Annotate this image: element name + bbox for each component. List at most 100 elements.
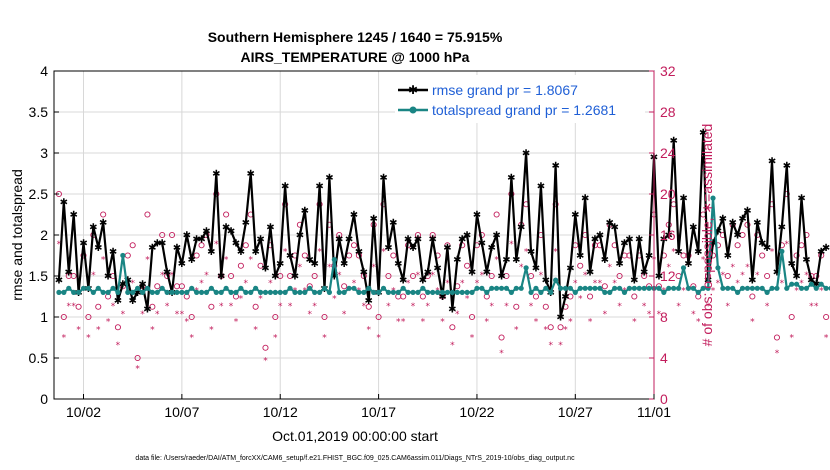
legend-totalspread-label: totalspread grand pr = 1.2681 bbox=[432, 102, 616, 118]
obs-possible-marker bbox=[532, 293, 540, 300]
totalspread-point bbox=[690, 285, 696, 291]
rmse-point: ✱ bbox=[315, 181, 323, 192]
totalspread-point bbox=[208, 285, 214, 291]
rmse-point: ✱ bbox=[699, 128, 707, 139]
obs-assimilated-marker: * bbox=[598, 279, 603, 289]
totalspread-point bbox=[631, 285, 637, 291]
obs-assimilated-marker: * bbox=[239, 294, 244, 304]
right-axis-tick-label: 24 bbox=[660, 145, 676, 161]
obs-assimilated-marker: * bbox=[244, 279, 249, 289]
totalspread-point bbox=[582, 285, 588, 291]
totalspread-point bbox=[813, 285, 819, 291]
totalspread-point bbox=[351, 285, 357, 291]
totalspread-point bbox=[356, 289, 362, 295]
totalspread-point bbox=[85, 285, 92, 291]
rmse-point: ✱ bbox=[89, 222, 97, 233]
totalspread-point bbox=[179, 289, 185, 295]
right-y-axis: 0 4 8 12 16 20 24 28 32 bbox=[649, 63, 676, 407]
obs-possible-marker bbox=[557, 324, 564, 331]
rmse-point: ✱ bbox=[360, 267, 368, 278]
obs-assimilated-marker: * bbox=[785, 240, 790, 250]
obs-possible-marker bbox=[793, 252, 800, 259]
totalspread-point bbox=[228, 289, 234, 295]
rmse-line bbox=[57, 131, 827, 319]
totalspread-point bbox=[66, 285, 72, 291]
rmse-point: ✱ bbox=[414, 235, 422, 246]
rmse-point: ✱ bbox=[178, 259, 186, 270]
obs-assimilated-marker: * bbox=[219, 302, 224, 312]
rmse-point: ✱ bbox=[502, 255, 510, 266]
obs-assimilated-marker: * bbox=[480, 271, 485, 281]
obs-assimilated-marker: * bbox=[426, 302, 431, 312]
totalspread-point bbox=[130, 289, 136, 295]
rmse-point: ✱ bbox=[158, 239, 166, 250]
left-axis-tick-label: 4 bbox=[40, 63, 48, 79]
totalspread-point bbox=[671, 285, 677, 291]
obs-possible-marker bbox=[493, 211, 500, 218]
rmse-point: ✱ bbox=[310, 259, 318, 270]
totalspread-point bbox=[735, 289, 741, 295]
rmse-point: ✱ bbox=[640, 267, 648, 278]
totalspread-point bbox=[223, 285, 229, 291]
obs-assimilated-marker: * bbox=[258, 294, 263, 304]
rmse-point: ✱ bbox=[665, 231, 673, 242]
rmse-point: ✱ bbox=[271, 272, 279, 283]
obs-assimilated-marker: * bbox=[676, 302, 681, 312]
rmse-point: ✱ bbox=[802, 255, 810, 266]
totalspread-point bbox=[277, 289, 283, 295]
chart-title-line2: AIRS_TEMPERATURE @ 1000 hPa bbox=[241, 49, 470, 65]
obs-possible-marker bbox=[616, 272, 623, 280]
obs-assimilated-marker: * bbox=[111, 302, 116, 312]
totalspread-point bbox=[479, 285, 485, 291]
legend-rmse-label: rmse grand pr = 1.8067 bbox=[432, 82, 578, 98]
obs-assimilated-marker: * bbox=[642, 302, 647, 312]
data-file-footnote: data file: /Users/raeder/DAI/ATM_forcXX/… bbox=[135, 455, 575, 462]
rmse-point: ✱ bbox=[384, 243, 392, 254]
obs-assimilated-marker: * bbox=[519, 263, 524, 273]
obs-assimilated-marker: * bbox=[819, 287, 824, 297]
totalspread-point bbox=[390, 289, 396, 295]
series-lines: ✱✱✱✱✱✱✱✱✱✱✱✱✱✱✱✱✱✱✱✱✱✱✱✱✱✱✱✱✱✱✱✱✱✱✱✱✱✱✱✱… bbox=[55, 128, 830, 324]
totalspread-point bbox=[371, 289, 377, 295]
rmse-point: ✱ bbox=[394, 259, 402, 270]
rmse-point: ✱ bbox=[65, 267, 73, 278]
totalspread-point bbox=[705, 285, 711, 291]
totalspread-point bbox=[184, 289, 190, 295]
totalspread-point bbox=[666, 285, 672, 291]
obs-assimilated-marker: * bbox=[711, 287, 716, 297]
rmse-point: ✱ bbox=[153, 239, 161, 250]
totalspread-point bbox=[553, 277, 559, 283]
obs-possible-marker bbox=[409, 272, 417, 280]
x-axis-label: Oct.01,2019 00:00:00 start bbox=[272, 428, 438, 444]
totalspread-point bbox=[774, 285, 780, 291]
totalspread-point bbox=[75, 289, 82, 295]
rmse-point: ✱ bbox=[709, 239, 717, 250]
obs-possible-marker bbox=[724, 272, 731, 280]
right-axis-tick-label: 0 bbox=[660, 391, 668, 407]
obs-assimilated-marker: * bbox=[67, 302, 72, 312]
obs-possible-marker bbox=[287, 272, 294, 280]
totalspread-point bbox=[307, 285, 313, 291]
rmse-point: ✱ bbox=[355, 247, 363, 258]
rmse-point: ✱ bbox=[192, 235, 200, 246]
rmse-point: ✱ bbox=[512, 255, 520, 266]
obs-assimilated-marker: * bbox=[327, 263, 332, 273]
totalspread-point bbox=[198, 289, 205, 295]
left-axis-tick-label: 0 bbox=[40, 391, 48, 407]
rmse-point: ✱ bbox=[188, 255, 196, 266]
rmse-point: ✱ bbox=[453, 255, 461, 266]
totalspread-point bbox=[159, 285, 165, 291]
rmse-point: ✱ bbox=[79, 239, 87, 250]
obs-assimilated-marker: * bbox=[721, 271, 726, 281]
totalspread-point bbox=[700, 285, 706, 291]
obs-possible-marker bbox=[449, 324, 456, 331]
obs-assimilated-marker: * bbox=[544, 325, 549, 335]
rmse-point: ✱ bbox=[69, 210, 77, 221]
obs-assimilated-marker: * bbox=[224, 255, 229, 265]
totalspread-point bbox=[56, 289, 62, 295]
obs-assimilated-marker: * bbox=[770, 248, 775, 258]
obs-assimilated-marker: * bbox=[298, 263, 303, 273]
rmse-point: ✱ bbox=[625, 235, 633, 246]
rmse-point: ✱ bbox=[728, 218, 736, 229]
obs-assimilated-marker: * bbox=[583, 271, 588, 281]
